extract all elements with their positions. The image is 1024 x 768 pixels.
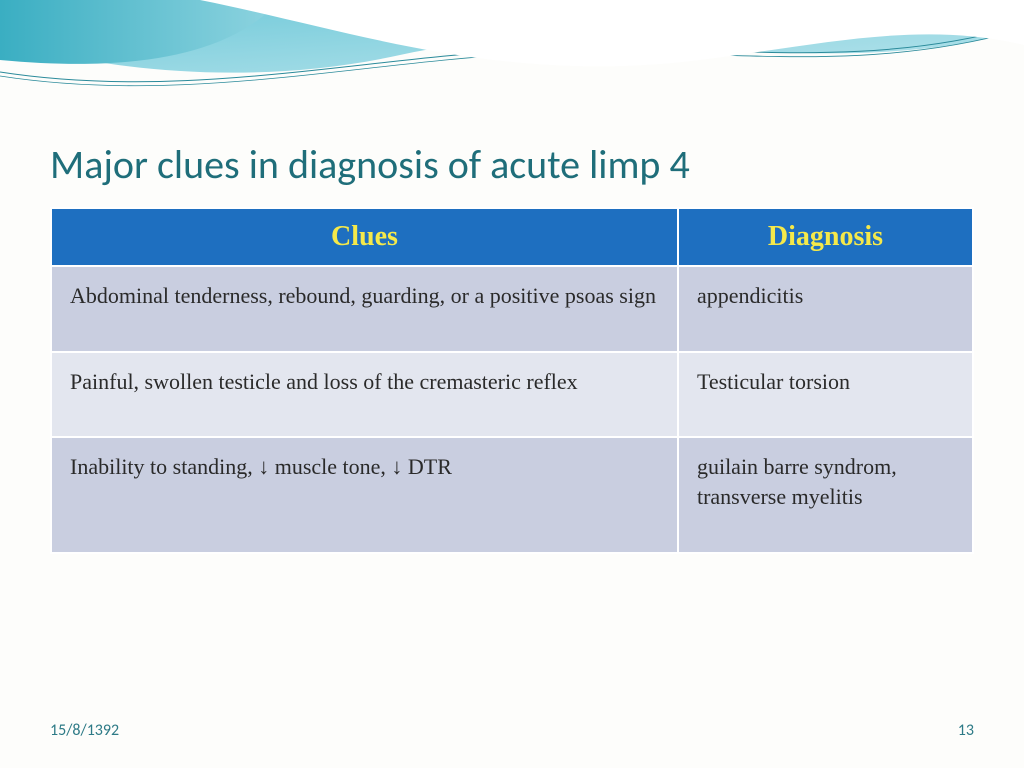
- cell-clue: Painful, swollen testicle and loss of th…: [51, 352, 678, 438]
- footer-page-number: 13: [958, 721, 974, 740]
- cell-diagnosis: appendicitis: [678, 266, 973, 352]
- cell-diagnosis: Testicular torsion: [678, 352, 973, 438]
- slide-title: Major clues in diagnosis of acute limp 4: [50, 140, 974, 189]
- table-row: Abdominal tenderness, rebound, guarding,…: [51, 266, 973, 352]
- cell-diagnosis: guilain barre syndrom, transverse myelit…: [678, 437, 973, 552]
- table-row: Painful, swollen testicle and loss of th…: [51, 352, 973, 438]
- header-diagnosis: Diagnosis: [678, 208, 973, 266]
- clues-table: Clues Diagnosis Abdominal tenderness, re…: [50, 207, 974, 554]
- cell-clue: Abdominal tenderness, rebound, guarding,…: [51, 266, 678, 352]
- header-clues: Clues: [51, 208, 678, 266]
- cell-clue: Inability to standing, ↓ muscle tone, ↓ …: [51, 437, 678, 552]
- table-row: Inability to standing, ↓ muscle tone, ↓ …: [51, 437, 973, 552]
- footer-date: 15/8/1392: [50, 721, 119, 740]
